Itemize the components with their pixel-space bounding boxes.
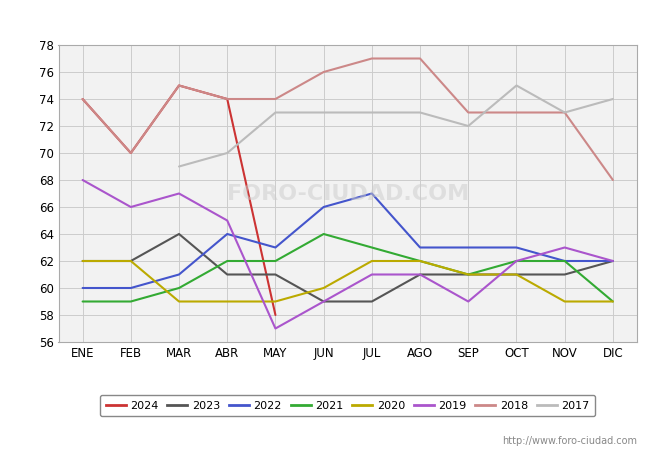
Text: FORO-CIUDAD.COM: FORO-CIUDAD.COM [227, 184, 469, 203]
Text: http://www.foro-ciudad.com: http://www.foro-ciudad.com [502, 436, 637, 446]
Legend: 2024, 2023, 2022, 2021, 2020, 2019, 2018, 2017: 2024, 2023, 2022, 2021, 2020, 2019, 2018… [100, 395, 595, 416]
Text: Afiliados en Vidrà a 31/5/2024: Afiliados en Vidrà a 31/5/2024 [188, 11, 462, 29]
